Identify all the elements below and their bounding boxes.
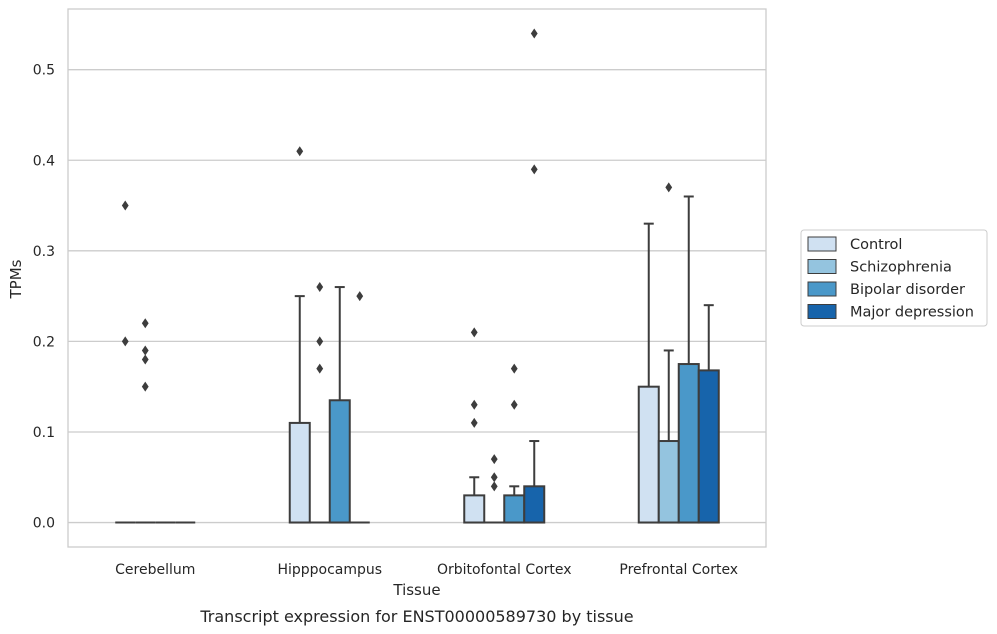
legend-swatch — [807, 281, 837, 297]
outlier-point — [316, 336, 324, 347]
y-tick-label: 0.0 — [33, 516, 55, 532]
outlier-point — [141, 381, 149, 392]
y-tick-label: 0.2 — [33, 334, 55, 350]
outlier-point — [470, 417, 478, 428]
y-tick-label: 0.3 — [33, 244, 55, 260]
outlier-point — [490, 481, 498, 492]
outlier-point — [141, 345, 149, 356]
box — [503, 494, 526, 524]
legend-label: Bipolar disorder — [850, 282, 965, 298]
x-tick-label: Hipppocampus — [277, 562, 382, 578]
series-group — [175, 28, 720, 524]
box — [328, 399, 351, 524]
box — [523, 485, 546, 524]
y-tick-label: 0.1 — [33, 425, 55, 441]
x-tick-label: Cerebellum — [115, 562, 195, 578]
plot-frame — [67, 8, 767, 548]
outlier-point — [316, 363, 324, 374]
outlier-point — [141, 354, 149, 365]
box — [637, 385, 660, 524]
legend-label: Control — [850, 237, 902, 253]
y-tick-label: 0.4 — [33, 153, 55, 169]
box — [677, 363, 700, 524]
legend-swatch — [807, 259, 837, 274]
outlier-point — [530, 28, 538, 39]
box — [463, 494, 486, 524]
y-axis-label: TPMs — [7, 259, 25, 299]
x-tick-labels: Cerebellum Hipppocampus Orbitofontal Corte… — [115, 562, 738, 578]
outlier-point — [316, 282, 324, 293]
box-series — [115, 28, 720, 524]
outlier-point — [510, 363, 518, 374]
outlier-point — [665, 182, 673, 193]
legend-frame — [800, 229, 988, 327]
legend-swatch — [807, 304, 837, 319]
legend-label: Schizophrenia — [850, 260, 952, 276]
outlier-point — [356, 291, 364, 302]
outlier-point — [530, 164, 538, 175]
legend-label: Major depression — [850, 305, 974, 321]
box — [697, 369, 720, 524]
legend-swatch — [807, 236, 837, 252]
box — [288, 421, 311, 524]
outlier-point — [470, 399, 478, 410]
x-axis-label: Tissue — [392, 581, 440, 599]
outlier-point — [490, 472, 498, 483]
outlier-point — [490, 454, 498, 465]
outlier-point — [510, 399, 518, 410]
outlier-point — [296, 146, 304, 157]
series-group — [135, 182, 680, 524]
x-tick-label: Prefrontal Cortex — [619, 562, 738, 578]
y-tick-labels: 0.0 0.1 0.2 0.3 0.4 0.5 — [33, 63, 55, 532]
y-tick-label: 0.5 — [33, 63, 55, 79]
series-group — [155, 195, 700, 524]
outlier-point — [141, 318, 149, 329]
outlier-point — [121, 336, 129, 347]
legend: Control Schizophrenia Bipolar disorder Majo… — [800, 229, 988, 327]
outlier-point — [470, 327, 478, 338]
outlier-point — [121, 200, 129, 211]
box — [657, 440, 680, 524]
x-tick-label: Orbitofontal Cortex — [437, 562, 572, 578]
series-group — [115, 146, 660, 524]
chart-caption: Transcript expression for ENST0000058973… — [199, 607, 633, 626]
